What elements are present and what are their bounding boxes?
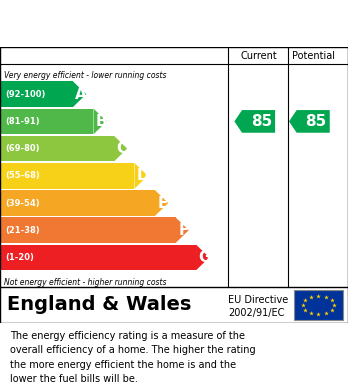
Text: B: B — [96, 114, 107, 129]
Text: G: G — [198, 250, 210, 265]
Polygon shape — [289, 110, 330, 133]
Polygon shape — [175, 217, 189, 243]
Bar — [1, 81, 73, 107]
Bar — [1, 109, 94, 134]
Text: Very energy efficient - lower running costs: Very energy efficient - lower running co… — [4, 71, 167, 80]
Text: E: E — [158, 196, 168, 210]
Bar — [294, 290, 343, 320]
Text: (69-80): (69-80) — [5, 144, 39, 153]
Text: D: D — [136, 168, 149, 183]
Text: (1-20): (1-20) — [5, 253, 34, 262]
Text: (39-54): (39-54) — [5, 199, 39, 208]
Text: 85: 85 — [305, 114, 327, 129]
Bar — [1, 163, 134, 189]
Text: (92-100): (92-100) — [5, 90, 45, 99]
Polygon shape — [155, 190, 168, 216]
Polygon shape — [196, 244, 209, 270]
Bar — [1, 190, 155, 216]
Text: England & Wales: England & Wales — [7, 296, 191, 314]
Text: C: C — [117, 141, 127, 156]
Bar — [1, 136, 114, 161]
Text: 2002/91/EC: 2002/91/EC — [228, 308, 284, 318]
Text: Current: Current — [240, 50, 277, 61]
Text: The energy efficiency rating is a measure of the
overall efficiency of a home. T: The energy efficiency rating is a measur… — [10, 331, 256, 384]
Bar — [1, 217, 175, 243]
Text: 85: 85 — [251, 114, 272, 129]
Polygon shape — [134, 163, 148, 189]
Polygon shape — [73, 81, 86, 107]
Text: (21-38): (21-38) — [5, 226, 39, 235]
Polygon shape — [114, 136, 127, 161]
Polygon shape — [235, 110, 275, 133]
Text: Potential: Potential — [292, 50, 335, 61]
Text: F: F — [178, 223, 189, 238]
Text: Not energy efficient - higher running costs: Not energy efficient - higher running co… — [4, 278, 167, 287]
Text: (81-91): (81-91) — [5, 117, 39, 126]
Text: A: A — [75, 87, 87, 102]
Text: (55-68): (55-68) — [5, 171, 40, 180]
Bar — [1, 244, 196, 270]
Text: Energy Efficiency Rating: Energy Efficiency Rating — [59, 15, 289, 33]
Text: EU Directive: EU Directive — [228, 295, 288, 305]
Polygon shape — [94, 109, 107, 134]
